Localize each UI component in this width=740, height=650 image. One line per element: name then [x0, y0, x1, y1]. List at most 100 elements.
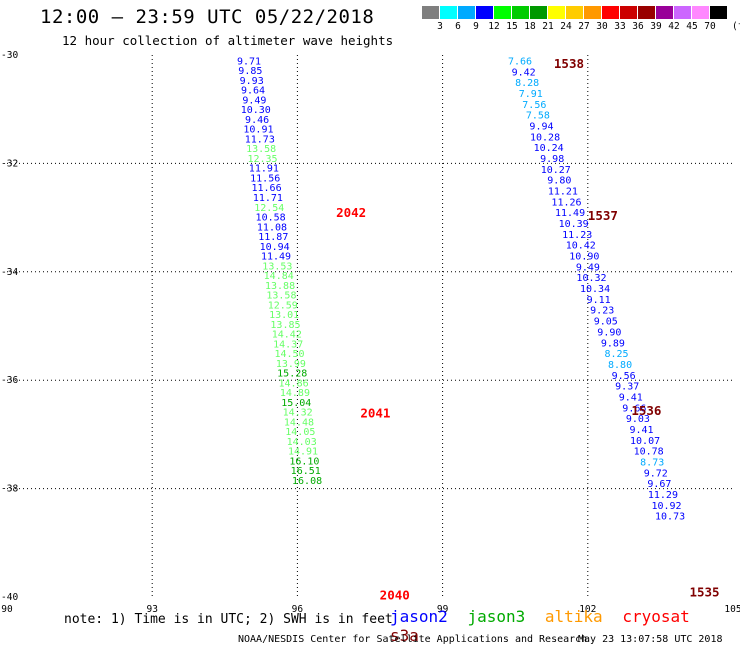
wave-height-value: 9.37 [615, 382, 639, 393]
wave-height-value: 10.73 [655, 512, 685, 523]
wave-height-value: 9.46 [245, 115, 269, 126]
satellite-legend: jason2 jason3 altika cryosat s3a [390, 607, 740, 645]
wave-height-value: 12.54 [254, 203, 284, 214]
wave-height-value: 11.91 [249, 164, 279, 175]
page-subtitle: 12 hour collection of altimeter wave hei… [62, 33, 394, 48]
wave-height-value: 10.07 [630, 436, 660, 447]
legend-s3a: s3a [390, 626, 419, 645]
credit-line: NOAA/NESDIS Center for Satellite Applica… [238, 634, 588, 645]
scale-swatch [530, 6, 547, 19]
pass-number-label: 1538 [554, 56, 584, 71]
scale-swatch [422, 6, 439, 19]
wave-height-value: 9.03 [626, 414, 650, 425]
wave-height-value: 10.28 [530, 132, 560, 143]
x-tick-label: 99 [437, 604, 449, 615]
wave-height-value: 14.86 [279, 378, 309, 389]
pass-number-label: 2041 [360, 406, 390, 421]
scale-label: 12 [488, 21, 500, 32]
wave-height-value: 10.94 [260, 242, 290, 253]
wave-height-value: 10.24 [534, 143, 564, 154]
scale-label: 3 [437, 21, 443, 32]
wave-height-value: 10.58 [256, 213, 286, 224]
scale-swatch [674, 6, 691, 19]
wave-height-value: 10.30 [241, 105, 271, 116]
wave-height-value: 7.56 [522, 100, 546, 111]
scale-label: 6 [455, 21, 461, 32]
wave-height-value: 11.23 [562, 230, 592, 241]
wave-height-value: 13.99 [276, 359, 306, 370]
wave-height-value: 11.66 [252, 183, 282, 194]
wave-height-value: 11.21 [548, 187, 578, 198]
wave-height-value: 7.91 [519, 89, 543, 100]
wave-height-value: 9.41 [629, 425, 653, 436]
wave-height-value: 9.11 [587, 295, 611, 306]
scale-swatch [638, 6, 655, 19]
y-tick-label: -36 [1, 375, 18, 386]
y-tick-label: -32 [1, 158, 18, 169]
wave-height-value: 10.92 [651, 501, 681, 512]
wave-height-value: 9.49 [242, 95, 266, 106]
legend-jason3: jason3 [467, 607, 526, 626]
wave-height-value: 11.49 [261, 252, 291, 263]
wave-height-value: 16.10 [289, 456, 319, 467]
wave-height-value: 12.59 [268, 300, 298, 311]
wave-height-value: 9.71 [237, 56, 261, 67]
wave-height-value: 7.58 [526, 111, 550, 122]
wave-height-value: 9.05 [594, 317, 618, 328]
wave-height-value: 13.01 [269, 310, 299, 321]
wave-height-value: 9.64 [241, 86, 265, 97]
y-tick-label: -30 [1, 50, 18, 61]
scale-swatch [656, 6, 673, 19]
legend-jason2: jason2 [390, 607, 448, 626]
wave-height-value: 16.51 [291, 466, 321, 477]
wave-height-value: 16.08 [292, 476, 322, 487]
wave-height-value: 7.66 [508, 56, 532, 67]
scale-label: 21 [542, 21, 554, 32]
wave-height-value: 14.48 [284, 417, 314, 428]
scale-label: 24 [560, 21, 572, 32]
legend-cryosat: cryosat [622, 607, 690, 626]
wave-height-value: 10.42 [566, 241, 596, 252]
scale-label: 42 [668, 21, 680, 32]
wave-height-value: 9.98 [540, 154, 564, 165]
generated-timestamp: May 23 13:07:58 UTC 2018 [578, 634, 723, 645]
wave-height-value: 10.91 [243, 125, 273, 136]
scale-label: 15 [506, 21, 518, 32]
legend-altika: altika [544, 607, 603, 626]
scale-label: 27 [578, 21, 590, 32]
wave-height-value: 12.35 [247, 154, 277, 165]
wave-height-value: 9.67 [647, 479, 671, 490]
scale-swatch [620, 6, 637, 19]
pass-number-label: 2042 [336, 205, 366, 220]
wave-height-value: 13.88 [265, 281, 295, 292]
wave-height-value: 8.80 [608, 360, 632, 371]
axis-ticks: 90 93 96 99 102 105 -30 -32 -34 -36 -38 -40 [1, 50, 740, 615]
units-note: note: 1) Time is in UTC; 2) SWH is in fe… [64, 612, 393, 627]
pass-number-label: 1535 [689, 585, 719, 600]
wave-height-value: 9.85 [238, 66, 262, 77]
scale-swatch [512, 6, 529, 19]
scale-label: 39 [650, 21, 662, 32]
wave-height-value: 11.71 [253, 193, 283, 204]
wave-height-value: 14.03 [287, 437, 317, 448]
wave-height-value: 15.28 [277, 369, 307, 380]
scale-label: 18 [524, 21, 536, 32]
wave-height-value: 9.42 [512, 67, 536, 78]
scale-swatch [602, 6, 619, 19]
x-tick-label: 105 [724, 604, 740, 615]
wave-height-value: 13.58 [246, 144, 276, 155]
wave-height-value: 10.27 [541, 165, 571, 176]
scale-swatch [584, 6, 601, 19]
x-tick-label: 96 [292, 604, 304, 615]
wave-height-value: 11.26 [551, 197, 581, 208]
wave-height-value: 9.41 [619, 392, 643, 403]
wave-height-value: 13.58 [266, 291, 296, 302]
y-tick-label: -40 [1, 592, 18, 603]
wave-height-value: 10.32 [576, 273, 606, 284]
wave-height-value: 9.56 [612, 371, 636, 382]
wave-height-value: 8.73 [640, 458, 664, 469]
wave-height-value: 9.90 [597, 327, 621, 338]
page-title: 12:00 – 23:59 UTC 05/22/2018 [40, 6, 375, 28]
scale-swatch [692, 6, 709, 19]
scale-swatch [476, 6, 493, 19]
